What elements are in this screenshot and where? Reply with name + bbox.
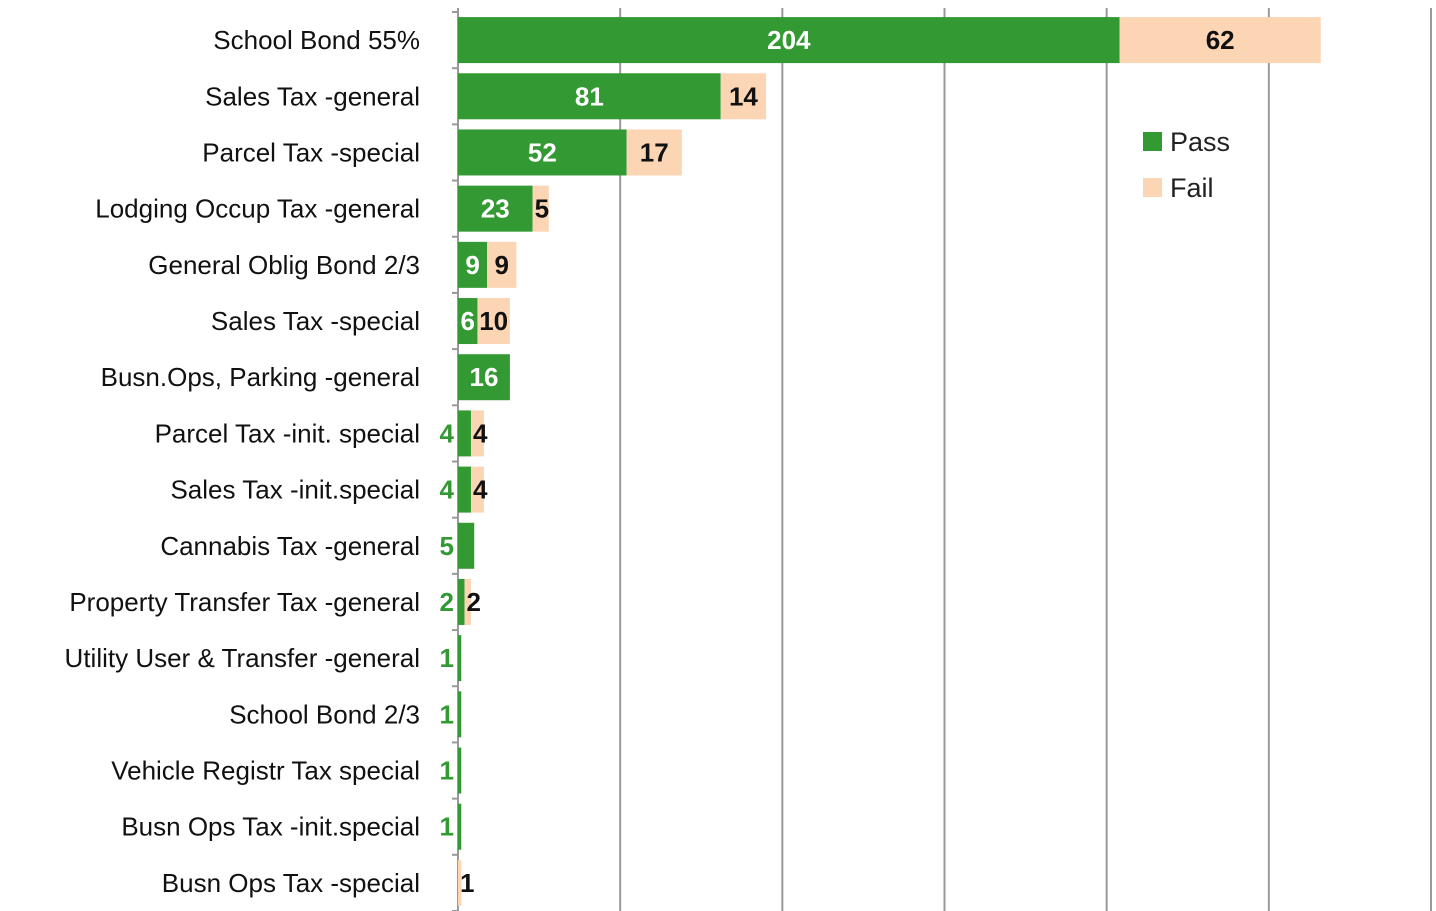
data-label: 2 xyxy=(466,587,480,617)
data-label: 16 xyxy=(469,362,498,392)
data-label: 1 xyxy=(440,756,454,786)
data-label: 2 xyxy=(440,587,454,617)
y-tick-label: Parcel Tax -special xyxy=(202,137,420,167)
bar-segment xyxy=(458,73,721,120)
bar-segment xyxy=(458,241,488,288)
y-tick-label: Vehicle Registr Tax special xyxy=(111,756,420,786)
bar-segment xyxy=(458,129,627,176)
bar-segment xyxy=(458,747,462,794)
bar-segment xyxy=(458,859,462,906)
data-label: 52 xyxy=(528,137,557,167)
y-tick-label: School Bond 2/3 xyxy=(229,699,420,729)
y-tick-label: Busn.Ops, Parking -general xyxy=(101,362,420,392)
data-label: 81 xyxy=(575,81,604,111)
data-label: 204 xyxy=(767,25,811,55)
bar-segment xyxy=(532,185,549,232)
legend-label: Fail xyxy=(1170,173,1214,203)
bar-segment xyxy=(458,691,462,738)
y-tick-label: Sales Tax -general xyxy=(205,81,420,111)
data-label: 1 xyxy=(440,699,454,729)
data-label: 9 xyxy=(465,250,479,280)
data-label: 1 xyxy=(440,643,454,673)
bar-segment xyxy=(458,354,510,401)
bar-segment xyxy=(464,578,471,625)
legend-label: Pass xyxy=(1170,127,1230,157)
bar-segment xyxy=(720,73,767,120)
bar-segment xyxy=(458,578,465,625)
data-label: 23 xyxy=(481,194,510,224)
data-label: 1 xyxy=(440,812,454,842)
data-label: 5 xyxy=(535,194,549,224)
legend-swatch xyxy=(1143,178,1162,197)
bar-segment xyxy=(470,466,484,513)
y-tick-label: Busn Ops Tax -init.special xyxy=(121,812,420,842)
bar-segment xyxy=(458,635,462,682)
y-tick-label: Sales Tax -special xyxy=(211,306,420,336)
y-tick-label: General Oblig Bond 2/3 xyxy=(148,250,420,280)
data-label: 4 xyxy=(440,475,455,505)
bar-segment xyxy=(458,298,478,345)
data-label: 10 xyxy=(479,306,508,336)
legend-swatch xyxy=(1143,132,1162,151)
y-tick-label: Busn Ops Tax -special xyxy=(162,868,420,898)
bar-segment xyxy=(458,17,1120,64)
data-label: 17 xyxy=(640,137,669,167)
bar-segment xyxy=(458,522,475,569)
bar-segment xyxy=(626,129,682,176)
bar-segment xyxy=(458,410,471,457)
y-tick-label: Utility User & Transfer -general xyxy=(65,643,420,673)
data-label: 9 xyxy=(495,250,509,280)
bar-segment xyxy=(477,298,510,345)
data-label: 4 xyxy=(473,418,488,448)
bar-segment xyxy=(487,241,517,288)
data-label: 1 xyxy=(460,868,474,898)
y-tick-label: Sales Tax -init.special xyxy=(170,475,420,505)
bar-segment xyxy=(458,803,462,850)
data-label: 5 xyxy=(440,531,454,561)
y-tick-label: Cannabis Tax -general xyxy=(160,531,420,561)
bar-segment xyxy=(458,466,471,513)
data-label: 14 xyxy=(729,81,758,111)
y-tick-label: Parcel Tax -init. special xyxy=(155,418,420,448)
data-label: 4 xyxy=(473,475,488,505)
data-label: 6 xyxy=(460,306,474,336)
data-label: 62 xyxy=(1206,25,1235,55)
bar-segment xyxy=(458,185,533,232)
y-tick-label: Lodging Occup Tax -general xyxy=(95,194,420,224)
bar-segment xyxy=(470,410,484,457)
y-tick-label: Property Transfer Tax -general xyxy=(69,587,420,617)
bar-segment xyxy=(1119,17,1321,64)
y-tick-label: School Bond 55% xyxy=(213,25,420,55)
data-label: 4 xyxy=(440,418,455,448)
